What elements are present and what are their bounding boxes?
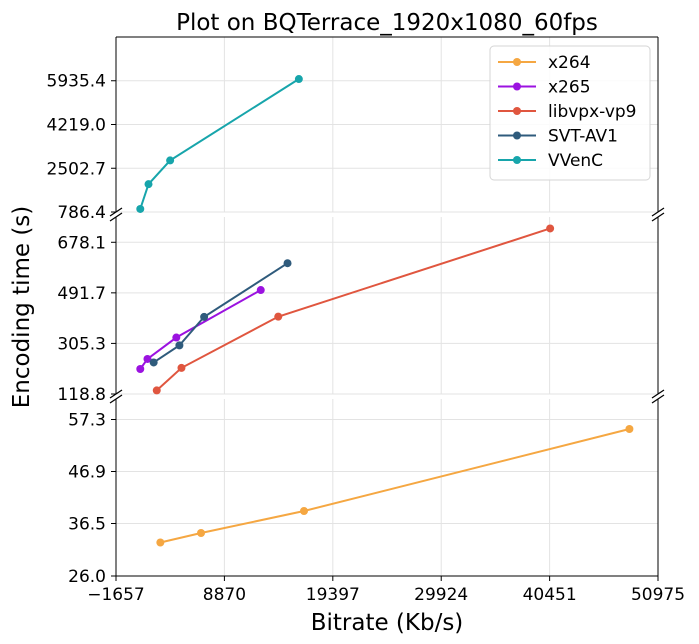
legend-entry: x264 [548,53,591,73]
series-line-libvpx-vp9 [156,227,551,392]
data-point-VVenC [294,75,303,84]
legend: x264 x265 libvpx-vp9 SVT-AV1 VVenC [489,45,651,181]
series-line-SVT-AV1 [153,262,289,364]
axis-break-mark [109,212,123,222]
data-point-VVenC [166,156,175,165]
data-point-x264 [625,425,634,433]
data-point-x265 [143,354,152,363]
data-point-libvpx-vp9 [152,386,161,395]
y-tick-label: 57.3 [68,411,106,431]
legend-entry: libvpx-vp9 [548,102,637,122]
y-tick-label: 36.5 [68,515,106,535]
x-tick-label: 19397 [306,585,360,605]
y-tick-label: 118.8 [57,385,106,405]
y-tick-label: 786.4 [57,203,106,223]
x-tick-label: 8870 [203,585,246,605]
legend-marker [513,131,521,140]
y-tick-label: 2502.7 [47,159,106,179]
x-tick-label: 50975 [631,585,685,605]
data-point-SVT-AV1 [149,358,158,367]
legend-marker [513,82,521,91]
data-point-SVT-AV1 [175,341,184,350]
data-point-VVenC [144,180,153,189]
data-point-x264 [197,529,206,537]
legend-marker [513,107,521,115]
series-line-x264 [160,428,630,544]
axis-break-mark [651,394,665,404]
y-tick-label: 4219.0 [47,116,106,136]
legend-entry: SVT-AV1 [548,127,618,147]
axis-break-mark [109,394,123,404]
data-point-libvpx-vp9 [546,224,555,233]
axis-break-mark [651,389,665,399]
series-layer [136,75,634,547]
axis-break-marks [109,207,665,404]
y-tick-label: 305.3 [57,334,106,354]
legend-entry: x265 [548,78,591,98]
axis-break-mark [651,212,665,222]
data-point-x265 [136,364,145,373]
legend-box [489,45,651,181]
y-tick-label: 491.7 [57,284,106,304]
x-tick-label: 29924 [414,585,468,605]
series-line-x265 [139,289,262,370]
axis-break-mark [651,207,665,217]
x-tick-label: −1657 [87,585,145,605]
x-axis: −1657 8870 19397 29924 40451 50975 [87,576,685,605]
data-point-x264 [300,507,309,515]
legend-marker [513,156,521,164]
series-line-VVenC [139,78,300,210]
data-point-x264 [156,538,165,547]
legend-entry: VVenC [548,151,603,171]
y-tick-label: 46.9 [68,463,106,483]
y-axis-label: Encoding time (s) [9,206,35,409]
y-tick-label: 5935.4 [47,72,106,92]
legend-marker [513,58,521,66]
axis-break-mark [109,207,123,217]
data-point-SVT-AV1 [200,312,209,321]
x-tick-label: 40451 [523,585,577,605]
data-point-libvpx-vp9 [177,363,186,372]
y-axes: 786.4 2502.7 4219.0 5935.4 118.8 305.3 491.7 67… [47,72,116,587]
data-point-libvpx-vp9 [274,312,283,321]
axis-break-mark [109,389,123,399]
y-tick-label: 26.0 [68,567,106,587]
data-point-x265 [172,333,181,342]
data-point-VVenC [136,204,145,213]
data-point-x265 [256,286,265,295]
data-point-SVT-AV1 [283,259,292,268]
x-axis-label: Bitrate (Kb/s) [311,610,464,636]
chart-title: Plot on BQTerrace_1920x1080_60fps [176,10,598,36]
y-tick-label: 678.1 [57,233,106,253]
